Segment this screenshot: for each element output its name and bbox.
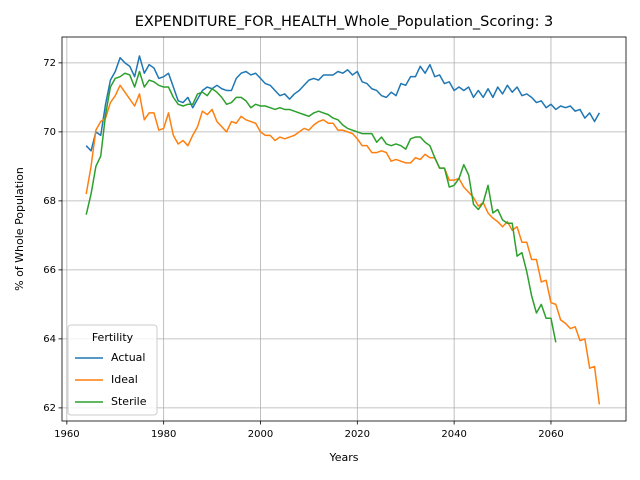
- x-tick-label: 2000: [248, 429, 273, 440]
- legend: Fertility Actual Ideal Sterile: [67, 324, 158, 416]
- series-line: [85, 55, 601, 152]
- legend-label: Sterile: [111, 395, 147, 408]
- series-line: [85, 84, 601, 405]
- y-tick-label: 70: [43, 127, 56, 138]
- axes-frame: [61, 36, 627, 422]
- legend-title: Fertility: [92, 331, 134, 344]
- x-axis-label: Years: [328, 451, 358, 464]
- y-tick-label: 68: [43, 196, 56, 207]
- legend-box: [67, 324, 158, 416]
- y-tick-label: 64: [43, 334, 56, 345]
- x-tick-label: 2020: [345, 429, 370, 440]
- legend-label: Actual: [111, 351, 145, 364]
- series-line: [85, 70, 557, 343]
- x-tick-label: 2060: [538, 429, 563, 440]
- x-tick-label: 1960: [54, 429, 79, 440]
- y-tick-label: 62: [43, 403, 56, 414]
- y-tick-label: 66: [43, 265, 56, 276]
- x-tick-label: 1980: [151, 429, 176, 440]
- chart-title: EXPENDITURE_FOR_HEALTH_Whole_Population_…: [135, 14, 554, 30]
- legend-label: Ideal: [111, 373, 138, 386]
- y-tick-label: 72: [43, 58, 56, 69]
- x-tick-label: 2040: [441, 429, 466, 440]
- y-axis-label: % of Whole Population: [13, 167, 26, 291]
